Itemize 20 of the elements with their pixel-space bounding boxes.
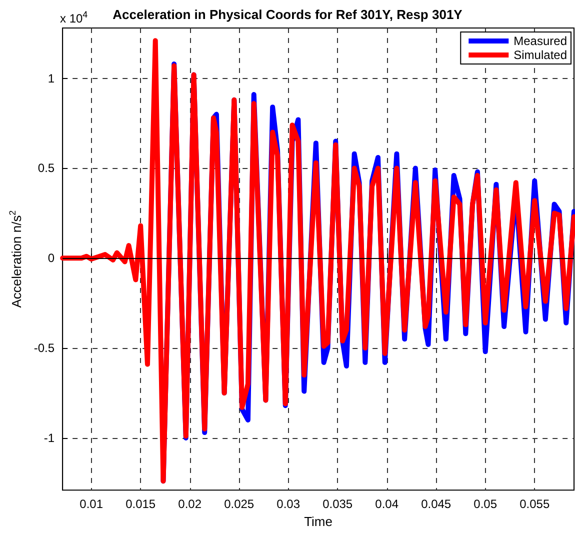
chart-title: Acceleration in Physical Coords for Ref 301Y, Resp 301Y bbox=[112, 7, 463, 22]
x-tick-label: 0.03 bbox=[276, 497, 300, 512]
y-tick-label: 0 bbox=[48, 251, 55, 266]
x-tick-label: 0.025 bbox=[224, 497, 254, 512]
x-tick-label: 0.01 bbox=[80, 497, 104, 512]
x-tick-label: 0.05 bbox=[474, 497, 498, 512]
legend-label: Measured bbox=[514, 34, 568, 48]
x-tick-label: 0.055 bbox=[520, 497, 550, 512]
x-tick-label: 0.015 bbox=[126, 497, 156, 512]
x-axis-title: Time bbox=[304, 514, 332, 529]
x-tick-label: 0.045 bbox=[421, 497, 452, 512]
y-tick-label: 1 bbox=[48, 71, 55, 86]
y-tick-label: -1 bbox=[44, 430, 55, 445]
x-tick-label: 0.04 bbox=[375, 497, 399, 512]
y-tick-label: -0.5 bbox=[34, 341, 55, 356]
legend-label: Simulated bbox=[514, 48, 568, 62]
y-tick-label: 0.5 bbox=[38, 161, 55, 176]
x-tick-label: 0.035 bbox=[322, 497, 353, 512]
y-axis-title: Acceleration n/s2 bbox=[8, 210, 24, 308]
x-tick-label: 0.02 bbox=[178, 497, 202, 512]
